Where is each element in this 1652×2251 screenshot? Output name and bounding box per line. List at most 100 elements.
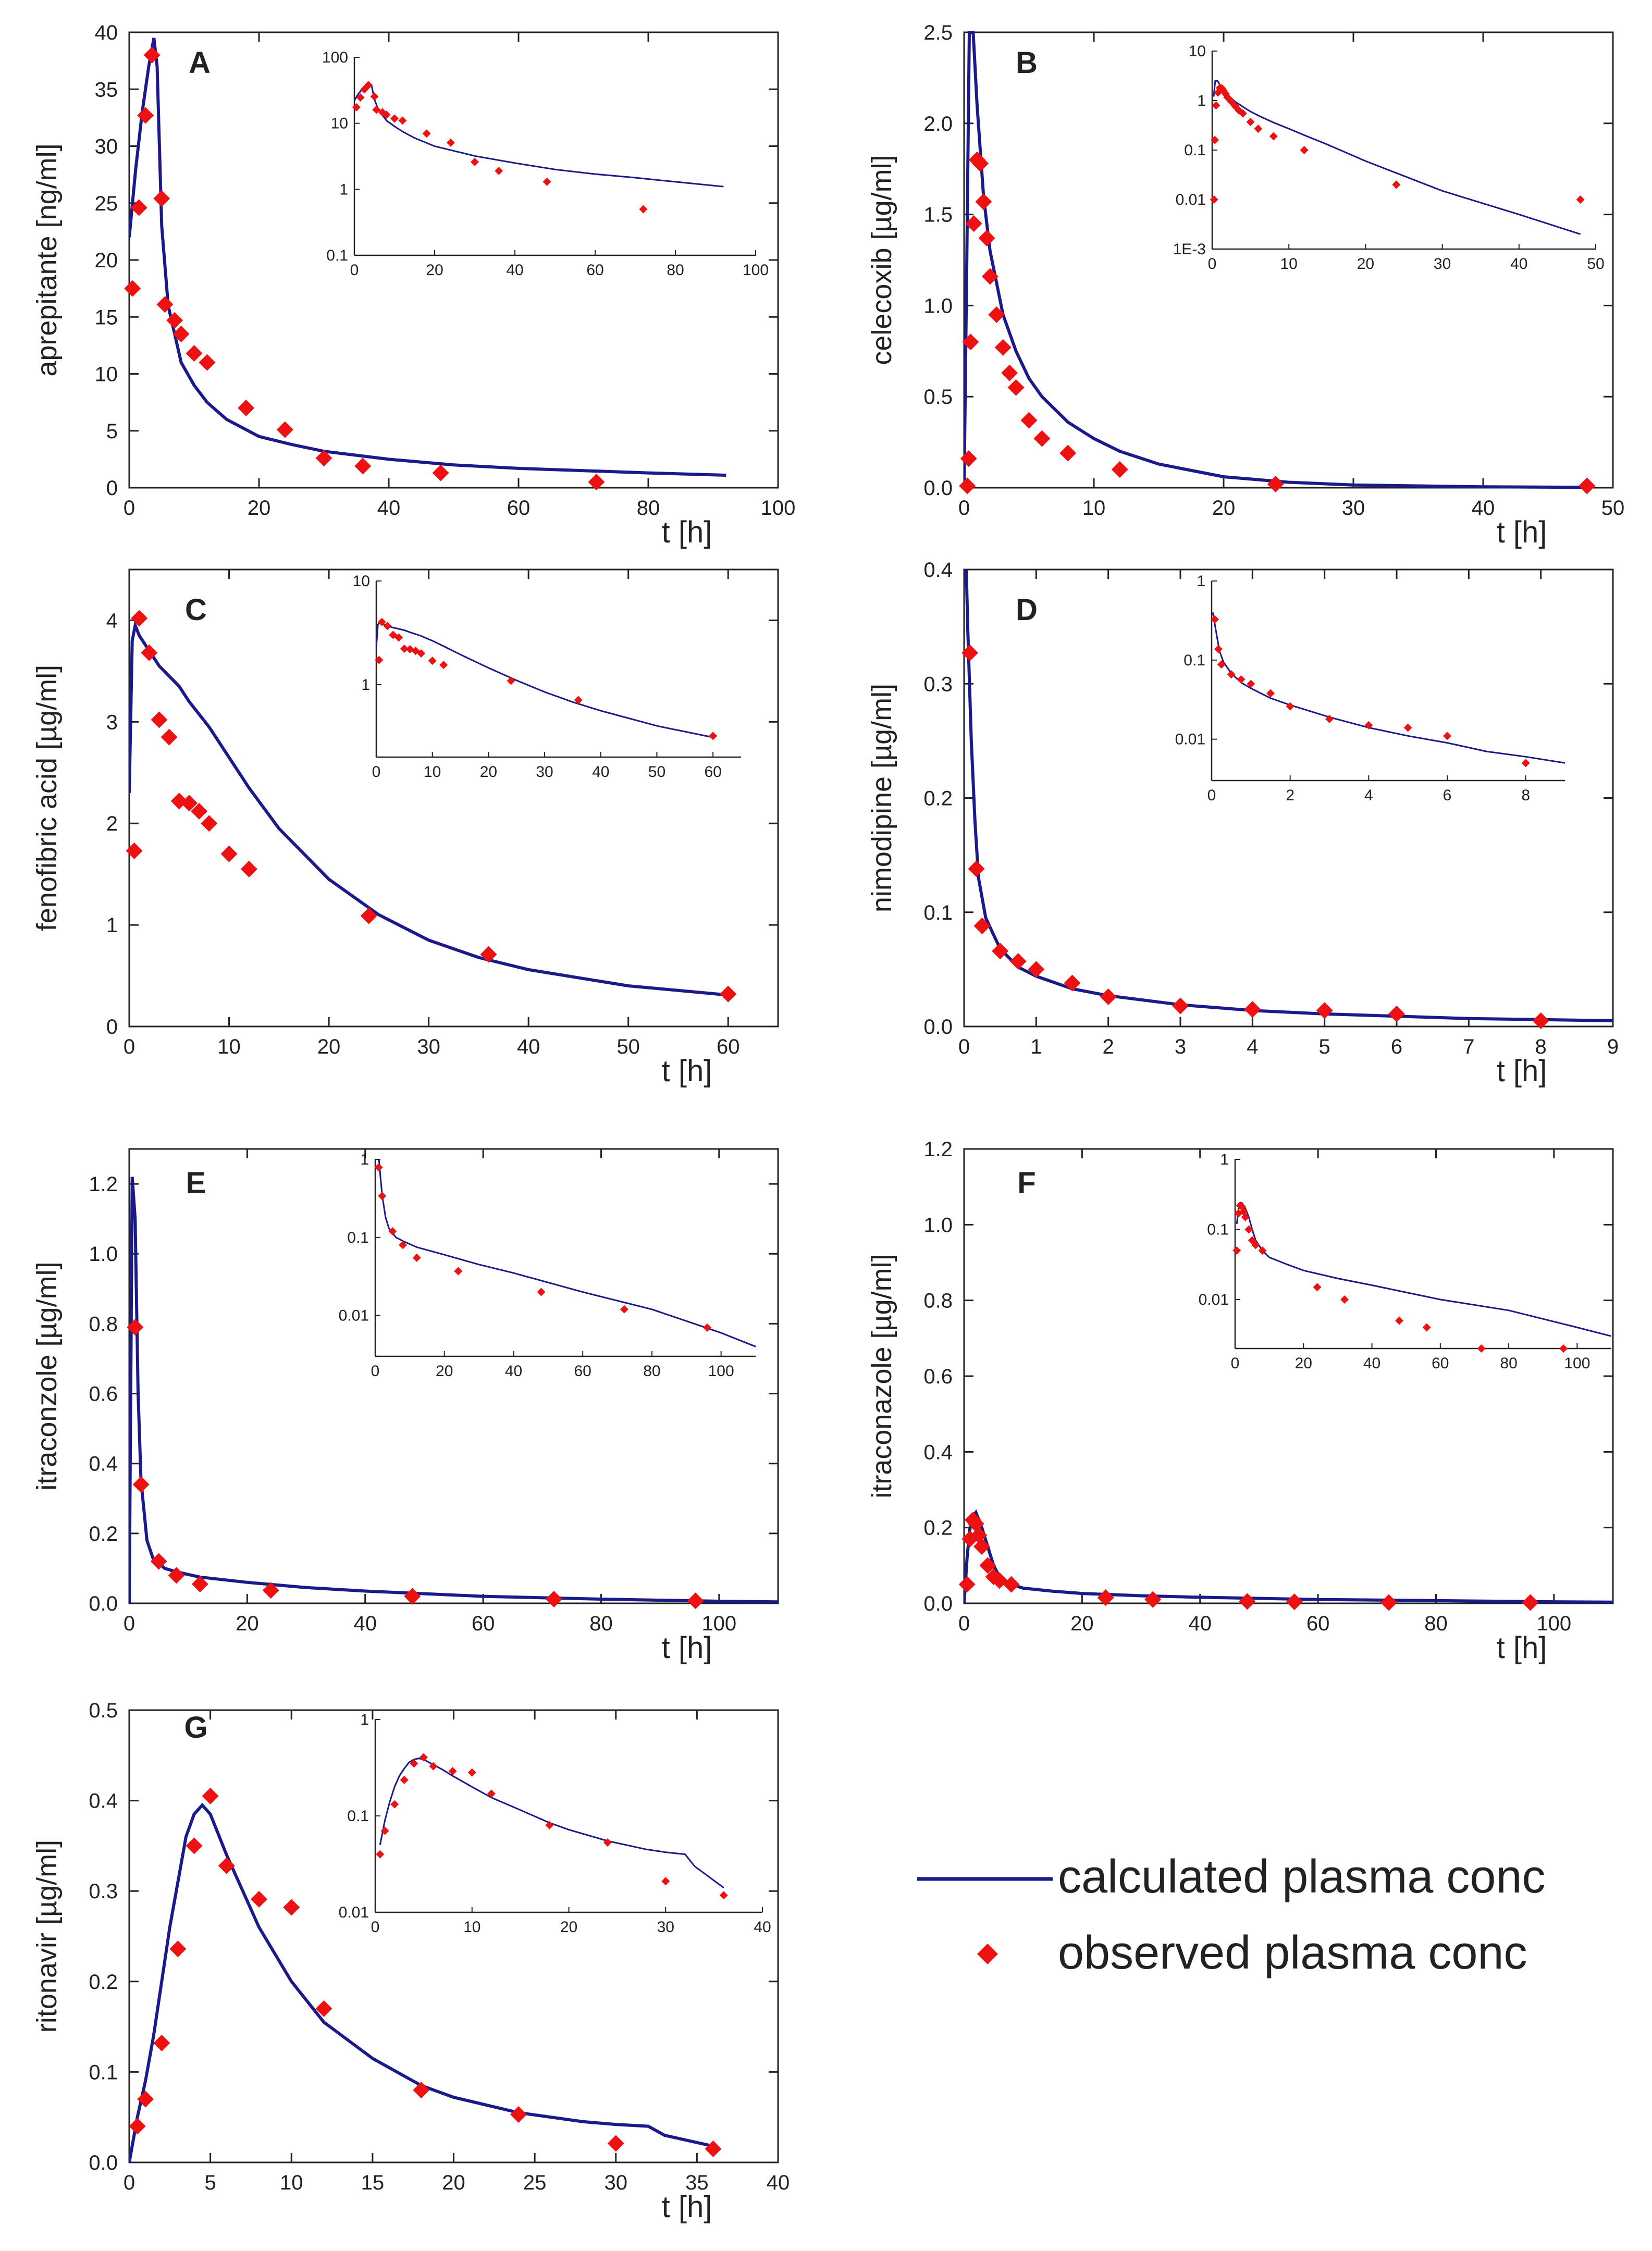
inset-observed-point: [439, 661, 448, 670]
y-tick-label: 2: [106, 812, 118, 835]
x-tick-label: 40: [1472, 497, 1495, 520]
inset-observed-point: [709, 732, 718, 740]
y-tick-label: 5: [106, 420, 118, 443]
inset-x-tick-label: 50: [648, 763, 665, 781]
inset-observed-point: [1247, 679, 1255, 688]
inset-observed-point: [1395, 1316, 1404, 1325]
inset-observed-point: [719, 1891, 728, 1900]
inset-observed-point: [356, 93, 365, 102]
observed-point: [354, 457, 372, 475]
x-tick-label: 50: [1601, 497, 1625, 520]
y-tick-label: 2.0: [923, 113, 953, 135]
observed-point: [510, 2106, 527, 2123]
inset-observed-point: [1237, 675, 1246, 684]
inset-y-tick-label: 0.1: [347, 1229, 369, 1246]
inset-calculated-curve: [354, 83, 724, 188]
x-tick-label: 60: [1306, 1612, 1330, 1635]
inset-observed-point: [428, 657, 437, 665]
observed-point: [687, 1592, 704, 1610]
y-tick-label: 0.3: [923, 673, 953, 696]
inset-x-tick-label: 30: [536, 763, 553, 781]
observed-point: [283, 1899, 300, 1916]
observed-point: [1286, 1593, 1303, 1611]
observed-point: [1033, 430, 1051, 447]
observed-point: [1097, 1589, 1114, 1606]
observed-point: [1111, 461, 1128, 478]
inset-x-tick-label: 80: [643, 1363, 660, 1380]
inset-observed-point: [417, 649, 426, 658]
observed-point: [360, 907, 377, 924]
inset-y-tick-label: 0.1: [1207, 1221, 1229, 1238]
x-tick-label: 40: [353, 1612, 377, 1635]
y-tick-label: 0.5: [89, 1699, 118, 1722]
observed-point: [981, 268, 998, 285]
inset-observed-point: [1244, 1225, 1253, 1234]
plot-frame: [128, 568, 779, 1028]
observed-point: [975, 193, 992, 211]
inset-x-tick-label: 20: [1357, 255, 1374, 273]
inset-x-tick-label: 60: [704, 763, 721, 781]
x-tick-label: 10: [217, 1035, 241, 1058]
inset-x-tick-label: 100: [1564, 1355, 1590, 1372]
legend: calculated plasma conc observed plasma co…: [917, 1851, 1546, 1979]
inset-observed-point: [1214, 645, 1223, 653]
observed-point: [126, 842, 143, 859]
observed-point: [137, 107, 154, 124]
observed-point: [970, 1527, 988, 1544]
x-tick-label: 30: [417, 1035, 440, 1058]
inset-observed-point: [537, 1288, 546, 1296]
x-tick-label: 80: [637, 497, 660, 520]
x-tick-label: 40: [767, 2171, 790, 2194]
observed-point: [124, 280, 141, 297]
inset-observed-point: [1211, 615, 1219, 624]
inset-y-tick-label: 0.01: [339, 1904, 369, 1921]
panel-letter: F: [1017, 1166, 1035, 1200]
y-tick-label: 0.6: [923, 1365, 953, 1388]
y-tick-label: 0.1: [89, 2061, 118, 2084]
x-tick-label: 40: [517, 1035, 540, 1058]
inset-y-tick-label: 1: [1220, 1151, 1229, 1168]
inset-observed-point: [1246, 118, 1255, 127]
inset-y-tick-label: 0.1: [347, 1808, 369, 1825]
x-tick-label: 4: [1247, 1035, 1258, 1058]
inset-observed-point: [352, 103, 361, 112]
x-tick-label: 20: [1212, 497, 1236, 520]
inset-observed-point: [1227, 670, 1236, 679]
y-tick-label: 0.3: [89, 1880, 118, 1903]
y-tick-label: 1.2: [89, 1173, 118, 1196]
inset-observed-point: [376, 1850, 385, 1859]
y-axis-label: itraconazole [µg/ml]: [866, 1254, 897, 1498]
observed-point: [480, 946, 497, 963]
observed-point: [191, 1576, 208, 1593]
calculated-curve: [129, 38, 726, 477]
inset-observed-point: [419, 1753, 428, 1762]
inset-calculated-curve: [1236, 1202, 1611, 1337]
observed-point: [992, 943, 1009, 960]
y-tick-label: 1.0: [89, 1243, 118, 1266]
observed-point: [1380, 1594, 1397, 1611]
inset-calculated-curve: [1213, 80, 1581, 235]
inset-observed-point: [390, 114, 399, 123]
observed-point: [129, 2118, 146, 2135]
observed-point: [1020, 412, 1038, 429]
inset-x-tick-label: 0: [371, 1363, 380, 1380]
inset-x-tick-label: 0: [371, 1919, 380, 1936]
calculated-curve: [964, 1509, 1613, 1604]
inset-observed-point: [446, 138, 455, 147]
inset-observed-point: [1217, 660, 1226, 669]
y-tick-label: 1.0: [923, 1214, 953, 1236]
inset-y-tick-label: 1: [361, 676, 370, 694]
inset-observed-point: [454, 1267, 463, 1276]
observed-point: [143, 46, 161, 64]
observed-point: [588, 474, 605, 491]
inset-calculated-curve: [379, 1758, 724, 1889]
observed-point: [413, 2082, 430, 2099]
observed-point: [131, 610, 148, 627]
inset-observed-point: [448, 1767, 457, 1776]
inset-observed-point: [1286, 702, 1295, 711]
x-tick-label: 2: [1103, 1035, 1114, 1058]
plot-frame: [963, 31, 1614, 489]
inset-observed-point: [1241, 1213, 1250, 1221]
inset-y-tick-label: 0.1: [326, 247, 348, 264]
